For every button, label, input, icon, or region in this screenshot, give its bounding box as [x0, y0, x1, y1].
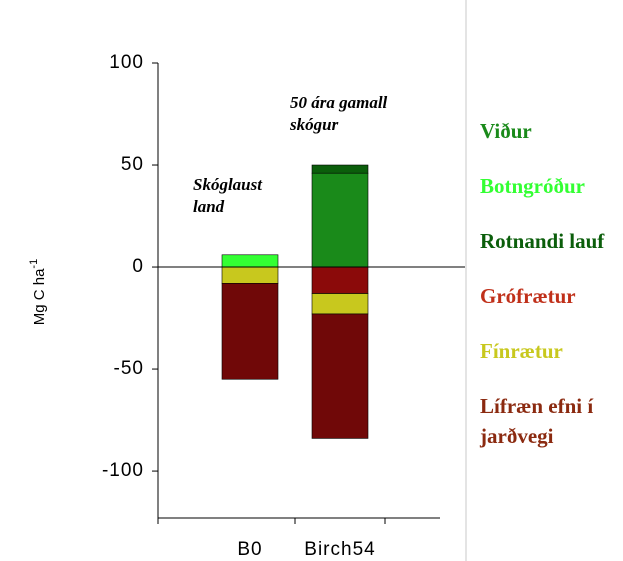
annotation: land [193, 197, 225, 216]
bar-segment [221, 254, 279, 268]
legend-line: jarðvegi [479, 424, 554, 448]
legend-entry: Fínrætur [480, 339, 563, 363]
y-tick-label: -100 [102, 460, 144, 481]
legend-entry: Rotnandi lauf [480, 229, 605, 253]
x-tick-label: Birch54 [304, 539, 375, 560]
y-axis-label-sup: -1 [28, 259, 40, 269]
bar-segment [311, 164, 369, 174]
bar-segment [221, 283, 279, 380]
bar-segment [311, 313, 369, 439]
annotation: skógur [289, 115, 339, 134]
legend-entry: Lífræn efni í jarðvegi [479, 394, 594, 448]
y-tick-label: 50 [121, 154, 144, 175]
legend-entry: Botngróður [480, 174, 585, 198]
bar-segment [311, 172, 369, 268]
y-axis-label: Mg C ha-1 [28, 259, 48, 325]
annotation: 50 ára gamall [290, 93, 388, 112]
legend-entry: Viður [480, 119, 532, 143]
annotation: Skóglaust [193, 175, 263, 194]
x-tick-label: B0 [237, 539, 262, 560]
y-tick-label: 0 [132, 256, 144, 277]
bar-segment [221, 266, 279, 284]
y-axis-label-text: Mg C ha [31, 268, 48, 325]
legend-entry: Grófrætur [480, 284, 576, 308]
bar-segment [311, 266, 369, 294]
y-tick-label: -50 [114, 358, 144, 379]
y-tick-label: 100 [109, 52, 144, 73]
legend-line: Lífræn efni í [480, 394, 594, 418]
bar-segment [311, 293, 369, 315]
